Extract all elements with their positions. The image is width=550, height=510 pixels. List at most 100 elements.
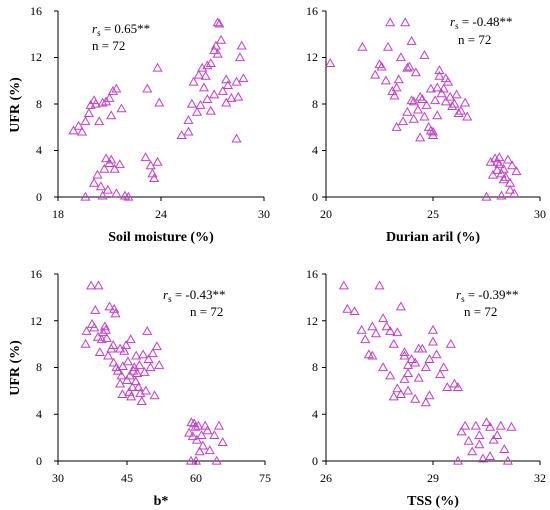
data-point bbox=[451, 89, 462, 99]
data-point bbox=[392, 327, 403, 337]
data-point bbox=[404, 61, 415, 71]
x-tick-label: 75 bbox=[259, 471, 271, 485]
data-point bbox=[367, 321, 378, 331]
data-point bbox=[453, 108, 464, 117]
data-point bbox=[217, 437, 228, 446]
data-point bbox=[117, 361, 128, 370]
data-point bbox=[488, 434, 499, 444]
data-point bbox=[136, 396, 147, 406]
data-point bbox=[80, 191, 91, 201]
data-point bbox=[210, 40, 221, 50]
data-point bbox=[440, 73, 451, 83]
data-point bbox=[133, 382, 144, 392]
data-point bbox=[378, 362, 389, 372]
data-point bbox=[445, 91, 456, 101]
data-point bbox=[325, 58, 336, 67]
data-point bbox=[117, 389, 128, 399]
panel-soil-moisture: 0 4 8 12 16 18 24 30 Soil moisture (%) U… bbox=[8, 4, 270, 245]
data-point bbox=[205, 58, 216, 67]
data-point bbox=[460, 97, 471, 107]
x-tick-label: 24 bbox=[155, 207, 167, 221]
plot-area bbox=[322, 273, 541, 465]
data-point bbox=[212, 17, 223, 27]
data-point bbox=[455, 105, 466, 115]
data-point bbox=[102, 184, 113, 194]
data-point bbox=[391, 82, 402, 92]
data-point bbox=[395, 52, 406, 62]
data-point bbox=[447, 101, 458, 110]
data-point bbox=[357, 41, 368, 51]
data-point bbox=[119, 345, 130, 355]
data-point bbox=[410, 67, 421, 77]
data-point bbox=[187, 431, 198, 441]
data-point bbox=[124, 370, 135, 380]
data-point bbox=[434, 65, 445, 74]
data-point bbox=[86, 280, 97, 290]
x-tick-label: 30 bbox=[258, 207, 270, 221]
data-point bbox=[481, 417, 492, 427]
data-point bbox=[101, 333, 112, 342]
data-point bbox=[367, 350, 378, 360]
data-point bbox=[94, 347, 105, 356]
x-tick-label: 18 bbox=[52, 207, 64, 221]
data-point bbox=[463, 435, 474, 445]
x-axis-title: Soil moisture (%) bbox=[108, 230, 214, 245]
data-point bbox=[380, 75, 391, 85]
data-point bbox=[381, 321, 392, 331]
data-point bbox=[200, 420, 211, 430]
n-annotation: n = 72 bbox=[92, 38, 125, 53]
data-point bbox=[487, 169, 498, 179]
data-point bbox=[80, 338, 91, 348]
plot-area bbox=[54, 10, 265, 201]
data-point bbox=[97, 190, 108, 200]
data-point bbox=[193, 420, 204, 430]
data-point bbox=[73, 120, 84, 130]
data-point bbox=[432, 110, 443, 120]
data-point bbox=[99, 321, 110, 331]
data-point bbox=[202, 425, 213, 435]
data-point bbox=[197, 440, 208, 450]
data-point bbox=[452, 382, 464, 392]
data-point bbox=[449, 98, 460, 108]
data-point bbox=[406, 354, 417, 363]
data-point bbox=[236, 40, 247, 50]
data-point bbox=[385, 17, 396, 27]
data-point bbox=[106, 110, 117, 120]
data-point bbox=[152, 156, 163, 166]
data-point bbox=[151, 341, 162, 351]
data-point bbox=[214, 18, 225, 28]
data-point bbox=[376, 61, 387, 71]
data-point bbox=[392, 383, 403, 393]
data-point bbox=[474, 430, 485, 439]
data-point bbox=[356, 324, 367, 334]
data-point bbox=[412, 104, 424, 114]
rs-annotation: rs = -0.43** bbox=[163, 287, 226, 304]
data-point bbox=[95, 181, 106, 191]
data-point bbox=[413, 343, 424, 353]
data-point bbox=[496, 168, 507, 178]
rs-annotation: rs = -0.48** bbox=[450, 14, 513, 31]
data-point bbox=[427, 126, 439, 136]
data-point bbox=[93, 280, 104, 290]
x-tick-label: 20 bbox=[320, 207, 332, 221]
data-point bbox=[145, 362, 156, 372]
data-point bbox=[499, 444, 510, 453]
rs-annotation: rs = 0.65** bbox=[92, 21, 150, 38]
data-point bbox=[90, 98, 101, 108]
data-point bbox=[184, 427, 195, 437]
data-point bbox=[408, 113, 419, 123]
data-point bbox=[202, 60, 213, 70]
data-point bbox=[140, 152, 151, 162]
data-point bbox=[410, 357, 421, 367]
data-point bbox=[83, 108, 94, 117]
data-point bbox=[385, 370, 396, 380]
data-point bbox=[435, 369, 446, 379]
data-point bbox=[221, 74, 232, 84]
y-tick-label: 16 bbox=[306, 267, 318, 281]
data-point bbox=[149, 390, 160, 400]
data-point bbox=[410, 393, 421, 403]
data-point bbox=[397, 116, 409, 126]
data-point bbox=[438, 362, 449, 372]
y-tick-label: 0 bbox=[312, 190, 318, 204]
